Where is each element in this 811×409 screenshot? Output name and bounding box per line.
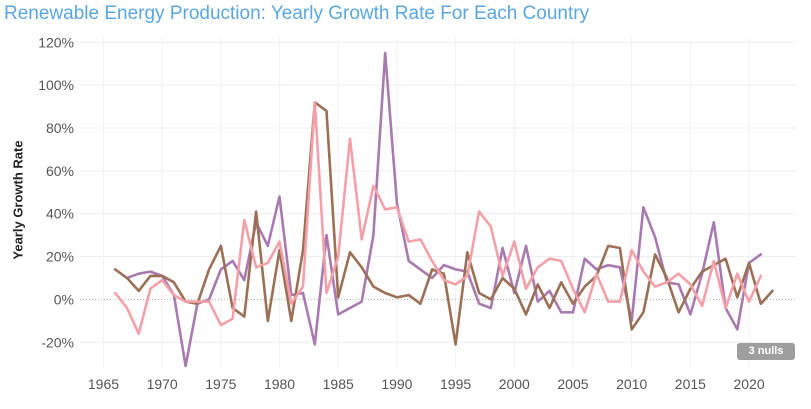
- series-line-2[interactable]: [113, 101, 774, 346]
- x-tick-label: 2000: [499, 376, 530, 392]
- x-tick-label: 1975: [205, 376, 236, 392]
- y-tick-label: -20%: [41, 334, 74, 350]
- y-tick-label: 100%: [38, 77, 74, 93]
- y-axis-ticks: -20% 0% 20% 40% 60% 80% 100% 120%: [38, 34, 74, 350]
- x-tick-label: 2005: [557, 376, 588, 392]
- x-tick-label: 2010: [616, 376, 647, 392]
- series-line-3[interactable]: [113, 101, 763, 335]
- x-tick-label: 2015: [675, 376, 706, 392]
- gridlines: [80, 38, 796, 368]
- x-tick-label: 1995: [440, 376, 471, 392]
- x-tick-label: 1985: [323, 376, 354, 392]
- series-lines: [113, 51, 774, 368]
- x-tick-label: 1990: [381, 376, 412, 392]
- x-tick-label: 1970: [147, 376, 178, 392]
- y-tick-label: 20%: [46, 249, 74, 265]
- y-tick-label: 40%: [46, 206, 74, 222]
- y-tick-label: 60%: [46, 163, 74, 179]
- y-tick-label: 120%: [38, 34, 74, 50]
- x-axis-ticks: 1965 1970 1975 1980 1985 1990 1995 2000 2005 2010…: [88, 376, 765, 392]
- x-tick-label: 2020: [733, 376, 764, 392]
- x-tick-label: 1980: [264, 376, 295, 392]
- nulls-badge[interactable]: 3 nulls: [737, 343, 795, 360]
- y-tick-label: 80%: [46, 120, 74, 136]
- chart-title: Renewable Energy Production: Yearly Grow…: [4, 3, 590, 24]
- series-line-1[interactable]: [125, 51, 763, 368]
- y-tick-label: 0%: [54, 291, 74, 307]
- x-tick-label: 1965: [88, 376, 119, 392]
